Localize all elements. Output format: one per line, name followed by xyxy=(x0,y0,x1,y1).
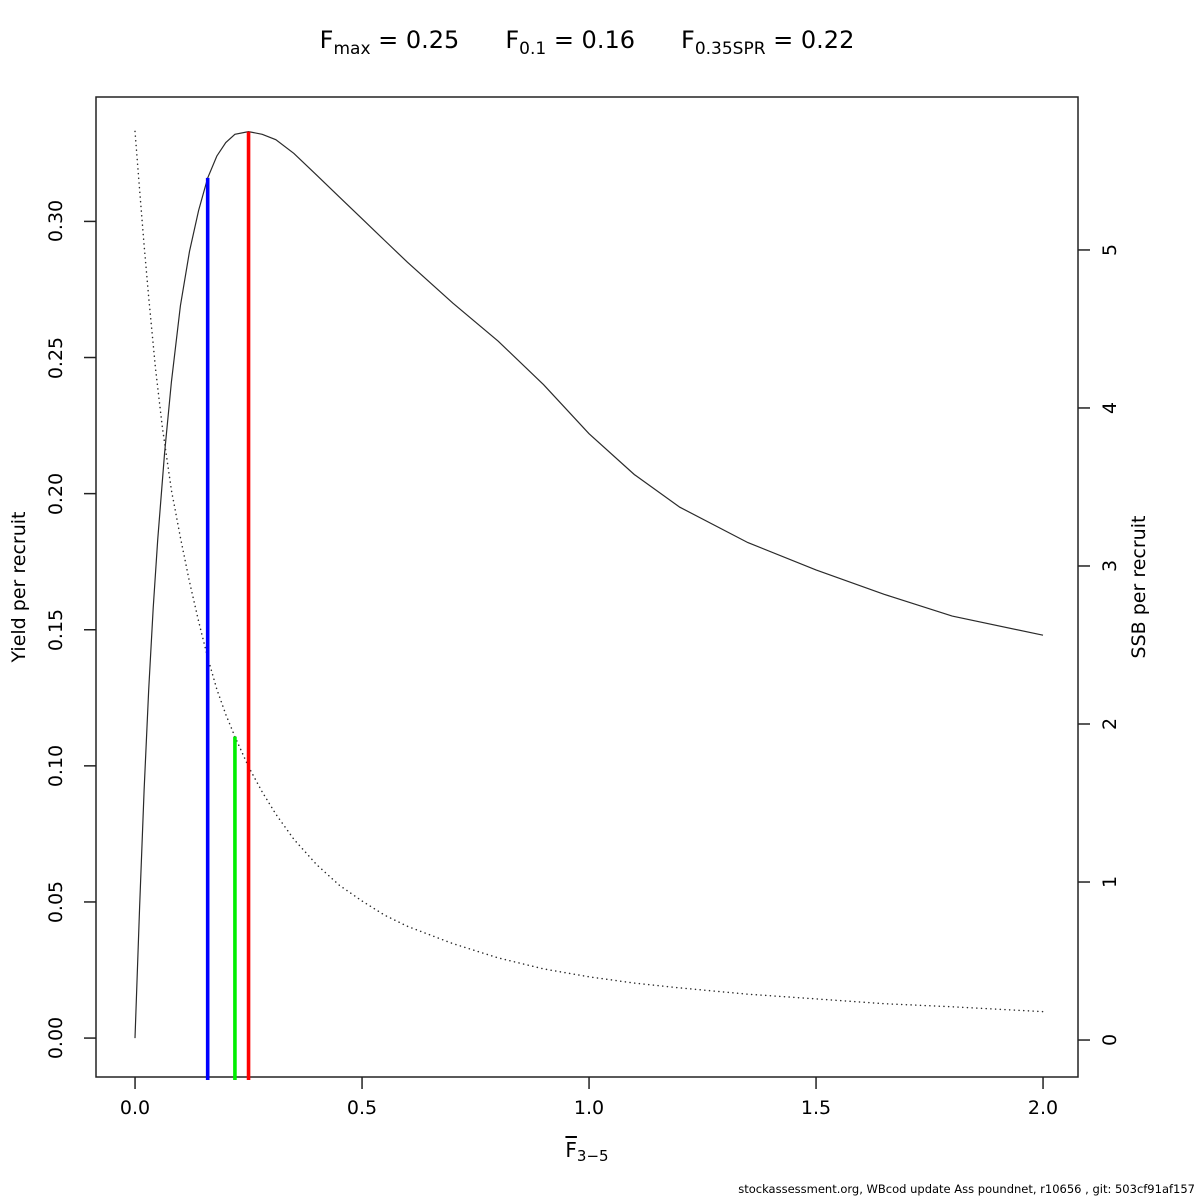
left-y-tick-label-0.05: 0.05 xyxy=(45,880,67,924)
x-tick-label-1.0: 1.0 xyxy=(573,1097,605,1119)
right-y-tick-label-5: 5 xyxy=(1099,243,1121,256)
x-axis-title-base: F xyxy=(565,1138,577,1162)
right-axis-title: SSB per recruit xyxy=(1128,515,1150,659)
yield-per-recruit-curve xyxy=(134,130,1044,1039)
left-axis-title: Yield per recruit xyxy=(8,511,30,663)
left-y-tick-label-0.30: 0.30 xyxy=(45,200,67,243)
title-item-1: F0.1 = 0.16 xyxy=(505,26,635,59)
left-y-tick-label-0.15: 0.15 xyxy=(45,608,67,651)
left-y-tick-label-0.20: 0.20 xyxy=(45,472,67,515)
footer-attribution: stockassessment.org, WBcod update Ass po… xyxy=(738,1182,1195,1196)
title-item-2: F0.35SPR = 0.22 xyxy=(681,26,855,59)
x-axis-title: F3−5 xyxy=(565,1138,608,1165)
right-y-tick-label-2: 2 xyxy=(1099,717,1121,731)
right-y-tick-label-0: 0 xyxy=(1099,1033,1121,1047)
right-y-tick-label-4: 4 xyxy=(1099,401,1121,415)
left-y-tick-label-0.10: 0.10 xyxy=(45,744,67,787)
left-y-tick-label-0.25: 0.25 xyxy=(45,336,67,379)
plot-border xyxy=(95,96,1079,1078)
plot-title: Fmax = 0.25 F0.1 = 0.16 F0.35SPR = 0.22 xyxy=(96,26,1078,59)
ssb-per-recruit-curve xyxy=(134,130,1044,1013)
x-tick-label-2.0: 2.0 xyxy=(1027,1097,1059,1119)
left-y-tick-label-0.00: 0.00 xyxy=(45,1016,67,1060)
x-tick-label-1.5: 1.5 xyxy=(800,1097,832,1119)
right-y-tick-label-3: 3 xyxy=(1099,559,1121,573)
x-tick-label-0.5: 0.5 xyxy=(346,1097,378,1119)
right-y-tick-label-1: 1 xyxy=(1099,875,1121,889)
x-tick-label-0.0: 0.0 xyxy=(119,1097,151,1119)
title-item-0: Fmax = 0.25 xyxy=(319,26,460,59)
x-axis-title-subscript: 3−5 xyxy=(576,1147,609,1165)
